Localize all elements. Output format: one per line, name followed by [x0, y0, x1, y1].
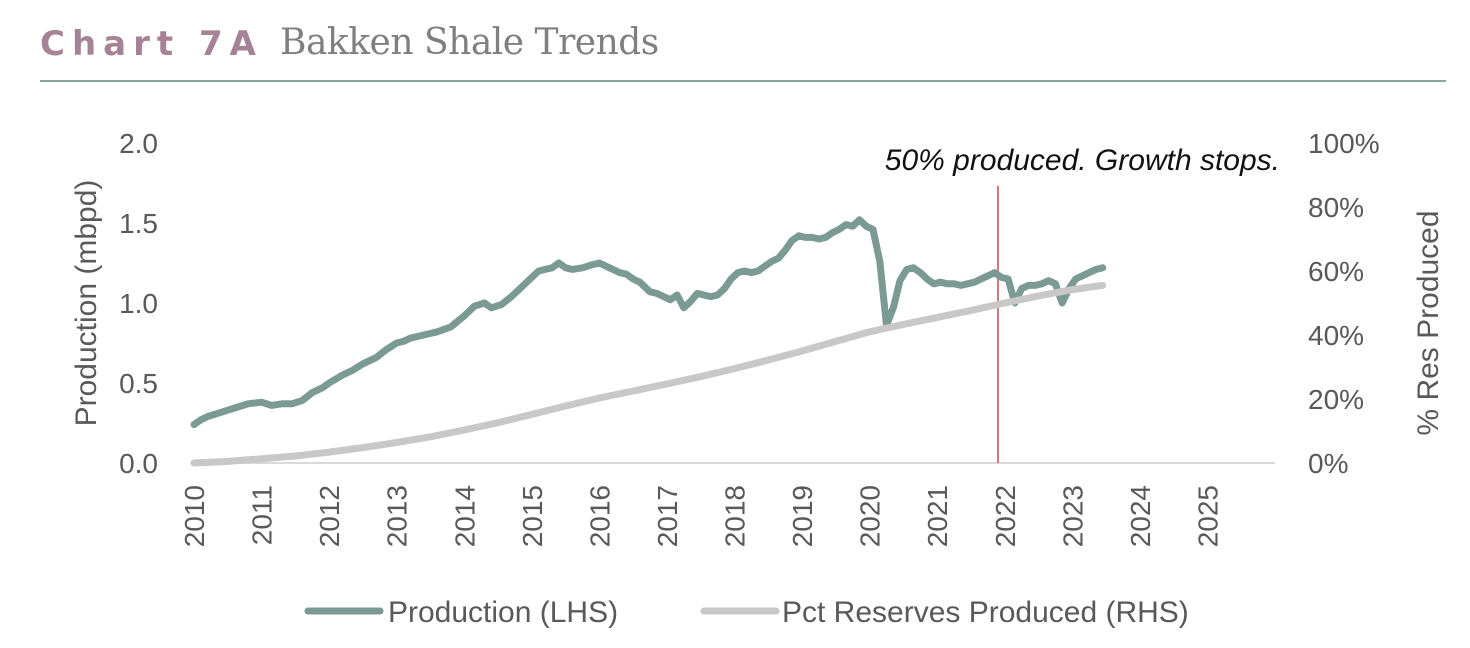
x-tick-label: 2014	[449, 485, 480, 547]
y2-axis-title: % Res Produced	[1412, 210, 1445, 435]
y-tick-label: 1.5	[119, 208, 158, 239]
series-line-reserves-produced	[190, 281, 1107, 467]
y-tick-label: 1.0	[119, 288, 158, 319]
y2-tick-label: 80%	[1308, 192, 1364, 223]
x-tick-label: 2011	[247, 485, 278, 545]
x-tick-label: 2023	[1057, 485, 1088, 547]
series-line-production	[190, 216, 1107, 429]
x-tick-label: 2016	[584, 485, 615, 547]
x-tick-label: 2015	[517, 485, 548, 547]
x-tick-label: 2022	[990, 485, 1021, 547]
chart-number-label: Chart 7A	[40, 24, 263, 64]
y-tick-label: 0.0	[119, 448, 158, 479]
y2-tick-label: 40%	[1308, 320, 1364, 351]
x-tick-label: 2020	[855, 485, 886, 547]
x-tick-label: 2024	[1125, 485, 1156, 547]
x-tick-label: 2019	[787, 485, 818, 547]
y2-tick-label: 20%	[1308, 384, 1364, 415]
x-tick-label: 2025	[1192, 485, 1223, 547]
annotation-text: 50% produced. Growth stops.	[885, 144, 1280, 177]
x-tick-label: 2018	[720, 485, 751, 547]
header-divider	[40, 80, 1446, 82]
y-axis-title: Production (mbpd)	[70, 180, 103, 427]
chart-title: Bakken Shale Trends	[280, 22, 659, 63]
y2-tick-label: 0%	[1308, 448, 1348, 479]
y-tick-label: 0.5	[119, 368, 158, 399]
x-tick-label: 2013	[382, 485, 413, 547]
x-tick-label: 2010	[179, 485, 210, 547]
legend-label: Production (LHS)	[388, 596, 618, 629]
y-tick-label: 2.0	[119, 128, 158, 159]
x-tick-label: 2021	[922, 485, 953, 547]
legend-label: Pct Reserves Produced (RHS)	[782, 596, 1189, 629]
y2-tick-label: 100%	[1308, 128, 1380, 159]
y2-tick-label: 60%	[1308, 256, 1364, 287]
x-tick-label: 2017	[652, 485, 683, 547]
x-tick-label: 2012	[314, 485, 345, 547]
